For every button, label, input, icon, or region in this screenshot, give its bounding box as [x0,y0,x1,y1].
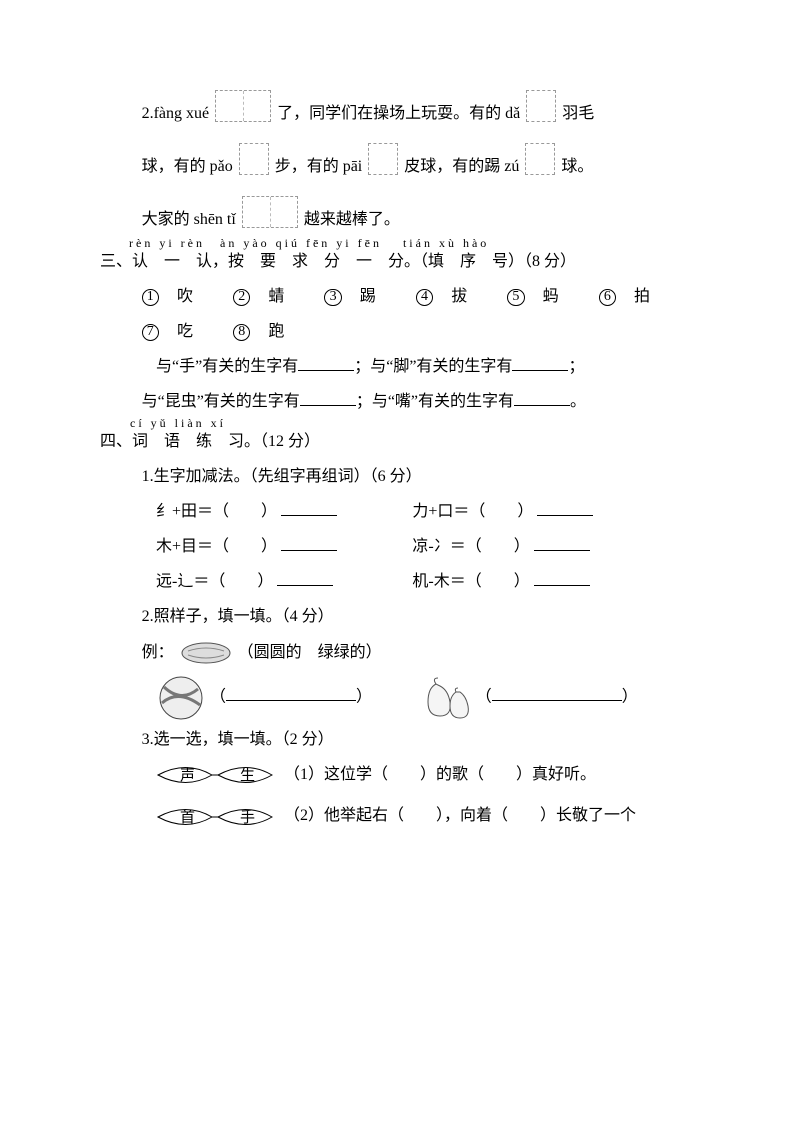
option-number: 5 [507,289,524,306]
q4-s2-example: 例： （圆圆的 绿绿的） [100,635,693,670]
choice-pair-icon: 首 手 [156,800,276,834]
q2-seg3a: 大家的 shēn tǐ [142,211,236,228]
eq-text: 木+目＝（ ） [156,538,277,555]
q3-line1: 与“手”有关的生字有 ；与“脚”有关的生字有 ； [100,349,693,384]
answer-blank[interactable] [281,497,337,516]
q2-seg1b: 了，同学们在操场上玩耍。有的 dǎ [277,105,520,122]
option-text: 蜻 [268,288,284,305]
char-input-box[interactable] [215,90,271,122]
answer-blank[interactable] [277,568,333,587]
answer-blank[interactable] [281,532,337,551]
eq-text: 机-木＝（ ） [412,573,529,590]
example-label: 例： [142,644,174,661]
q4-pinyin: cí yǔ liàn xí [130,410,226,436]
choice-b: 生 [240,767,255,784]
leaf-icon [178,639,234,667]
eq-text: 纟+田＝（ ） [156,503,277,520]
char-input-box[interactable] [525,143,555,175]
q3-l2c: 。 [570,393,586,410]
char-input-box[interactable] [368,143,398,175]
q2-line1: 2.fàng xué 了，同学们在操场上玩耍。有的 dǎ 羽毛 [100,90,693,131]
char-input-box[interactable] [242,196,298,228]
q3-heading: 三、rèn yi rèn àn yào qiú fēn yi fēn tián … [100,244,693,279]
char-input-box[interactable] [526,90,556,122]
option-number: 4 [416,289,433,306]
q4-s3-row1: 声 生 （1）这位学（ ）的歌（ ）真好听。 [100,757,693,792]
option-number: 1 [142,289,159,306]
q4-num: 四、 [100,433,132,450]
option-text: 跑 [268,323,284,340]
q4-s2: 2.照样子，填一填。（4 分） [100,599,693,634]
q3-l1b: ；与“脚”有关的生字有 [354,358,512,375]
option-number: 6 [599,289,616,306]
q4-s3-row2: 首 手 （2）他举起右（ ），向着（ ）长敬了一个 [100,798,693,833]
char-input-box[interactable] [239,143,269,175]
answer-blank[interactable] [298,353,354,372]
q2-seg2a: 球，有的 pǎo [142,158,233,175]
option-number: 2 [233,289,250,306]
q4-s1-row1: 纟+田＝（ ） 力+口＝（ ） [100,494,693,529]
q3-l2a: 与“昆虫”有关的生字有 [142,393,300,410]
choice-pair-icon: 声 生 [156,758,276,792]
q4-s3-line2: （2）他举起右（ ），向着（ ）长敬了一个 [284,807,636,824]
q2-seg1a: 2.fàng xué [142,105,210,122]
answer-blank[interactable] [537,497,593,516]
eq-text: 凉-冫＝（ ） [412,538,529,555]
q3-l1a: 与“手”有关的生字有 [156,358,298,375]
q3-l2b: ；与“嘴”有关的生字有 [356,393,514,410]
choice-b: 手 [240,809,255,826]
ball-icon [156,675,206,721]
answer-blank[interactable] [492,683,622,702]
q4-heading: 四、cí yǔ liàn xí词 语 练 习。（12 分） [100,424,693,459]
q4-s1: 1.生字加减法。（先组字再组词）（6 分） [100,459,693,494]
option-text: 蚂 [543,288,559,305]
q2-seg3b: 越来越棒了。 [304,211,400,228]
q2-seg2d: 球。 [561,158,593,175]
answer-blank[interactable] [512,353,568,372]
example-text: （圆圆的 绿绿的） [238,644,382,661]
q2-line2: 球，有的 pǎo 步，有的 pāi 皮球，有的踢 zú 球。 [100,143,693,184]
q3-num: 三、 [100,253,132,270]
q2-seg2c: 皮球，有的踢 zú [404,158,519,175]
q3-options: 1 吹 2 蜻 3 踢 4 拔 5 蚂 6 拍 7 吃 8 跑 [100,279,693,349]
option-text: 吃 [177,323,193,340]
answer-blank[interactable] [514,388,570,407]
q4-s1-row3: 远-辶＝（ ） 机-木＝（ ） [100,564,693,599]
q3-l1c: ； [568,358,584,375]
answer-blank[interactable] [226,683,356,702]
option-text: 吹 [177,288,193,305]
option-number: 7 [142,324,159,341]
option-number: 8 [233,324,250,341]
answer-blank[interactable] [534,568,590,587]
option-text: 踢 [360,288,376,305]
q4-s2-items: （） （） [100,674,693,722]
q3-pinyin: rèn yi rèn àn yào qiú fēn yi fēn tián xù… [129,230,489,256]
option-text: 拍 [634,288,650,305]
pear-icon [418,674,472,722]
q4-s3: 3.选一选，填一填。（2 分） [100,722,693,757]
option-text: 拔 [451,288,467,305]
q2-seg1c: 羽毛 [562,105,594,122]
answer-blank[interactable] [534,532,590,551]
q4-s1-row2: 木+目＝（ ） 凉-冫＝（ ） [100,529,693,564]
answer-blank[interactable] [300,388,356,407]
choice-a: 首 [180,809,195,826]
eq-text: 远-辶＝（ ） [156,573,273,590]
option-number: 3 [324,289,341,306]
q2-seg2b: 步，有的 pāi [275,158,363,175]
eq-text: 力+口＝（ ） [412,503,533,520]
q4-s3-line1: （1）这位学（ ）的歌（ ）真好听。 [284,766,596,783]
choice-a: 声 [180,766,195,784]
